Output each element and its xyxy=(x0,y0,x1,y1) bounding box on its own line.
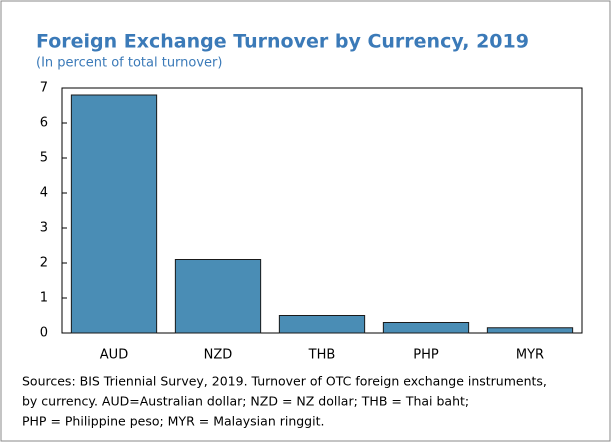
chart-subtitle: (In percent of total turnover) xyxy=(36,56,222,71)
y-tick-label: 6 xyxy=(40,116,48,131)
bar xyxy=(70,94,158,334)
bar xyxy=(278,315,366,334)
chart-title: Foreign Exchange Turnover by Currency, 2… xyxy=(36,31,529,53)
y-tick-label: 1 xyxy=(40,291,48,306)
bar xyxy=(382,322,470,334)
x-tick-label: MYR xyxy=(516,348,544,363)
x-tick-label: AUD xyxy=(100,348,128,363)
x-tick-label: PHP xyxy=(413,348,439,363)
bar xyxy=(486,327,574,334)
x-tick-label: THB xyxy=(308,348,336,363)
y-tick-label: 7 xyxy=(40,81,48,96)
x-tick-label: NZD xyxy=(204,348,233,363)
y-tick-label: 0 xyxy=(40,326,48,341)
bar xyxy=(174,259,262,334)
y-tick-label: 3 xyxy=(40,221,48,236)
y-tick-label: 4 xyxy=(40,186,48,201)
note: PHP = Philippine peso; MYR = Malaysian r… xyxy=(22,414,324,429)
y-tick-label: 2 xyxy=(40,256,48,271)
note: Sources: BIS Triennial Survey, 2019. Tur… xyxy=(22,374,547,389)
y-tick-label: 5 xyxy=(40,151,48,166)
note: by currency. AUD=Australian dollar; NZD … xyxy=(22,394,469,409)
